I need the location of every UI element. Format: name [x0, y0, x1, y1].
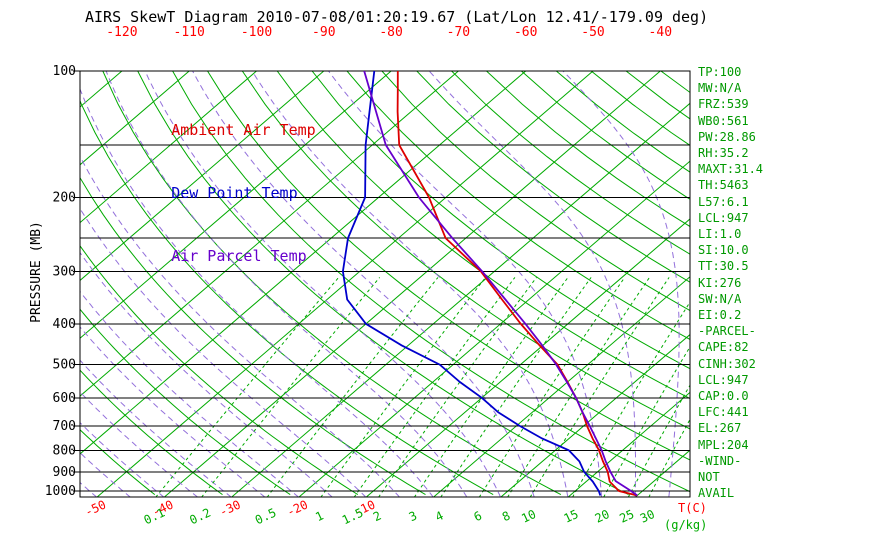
top-temp-labels: -120 -110 -100 -90 -80 -70 -60 -50 -40 — [106, 25, 672, 40]
svg-text:-70: -70 — [447, 25, 470, 40]
mixing-ratio-labels: 0.1 0.2 0.5 1 1.5 2 3 4 6 8 10 15 20 25 30 — [142, 505, 657, 527]
stats-line: NOT — [698, 470, 720, 485]
dewpoint-temp-curve — [341, 71, 602, 496]
legend: Ambient Air Temp Dew Point Temp Air Parc… — [117, 99, 316, 288]
mixing-ratio-lines — [155, 277, 690, 497]
stats-line: SW:N/A — [698, 291, 742, 306]
svg-text:-50: -50 — [83, 497, 109, 519]
stats-line: KI:276 — [698, 275, 742, 290]
svg-text:-50: -50 — [581, 25, 604, 40]
svg-text:-120: -120 — [106, 25, 137, 40]
svg-text:T(C): T(C) — [678, 501, 707, 515]
temp-unit-label: T(C) — [678, 501, 707, 515]
pressure-axis-title: PRESSURE (MB) — [29, 221, 44, 323]
isotherms — [80, 71, 690, 497]
stats-line: FRZ:539 — [698, 97, 749, 112]
svg-text:25: 25 — [617, 507, 636, 526]
pressure-tick-labels: 100 200 300 400 500 600 700 800 900 1000 — [45, 64, 76, 499]
chart-title: AIRS SkewT Diagram 2010-07-08/01:20:19.6… — [85, 8, 709, 26]
svg-text:-110: -110 — [174, 25, 205, 40]
svg-text:30: 30 — [638, 507, 657, 526]
stats-line: CAP:0.0 — [698, 389, 749, 404]
svg-text:0.5: 0.5 — [253, 505, 279, 527]
svg-text:15: 15 — [562, 507, 581, 526]
svg-text:(g/kg): (g/kg) — [664, 518, 707, 532]
svg-text:1: 1 — [313, 509, 325, 525]
svg-text:PRESSURE (MB): PRESSURE (MB) — [29, 221, 44, 323]
stats-panel: TP:100 MW:N/A FRZ:539 WB0:561 PW:28.86 RH:35.… — [698, 64, 763, 501]
stats-line: EL:267 — [698, 421, 742, 436]
svg-text:4: 4 — [433, 509, 445, 525]
svg-text:-60: -60 — [514, 25, 537, 40]
stats-line: -WIND- — [698, 453, 742, 468]
svg-text:100: 100 — [53, 64, 76, 79]
svg-text:700: 700 — [53, 419, 76, 434]
legend-ambient-air-temp: Ambient Air Temp — [117, 99, 316, 162]
legend-dew-point-temp: Dew Point Temp — [117, 162, 316, 225]
stats-line: TH:5463 — [698, 178, 749, 193]
stats-line: TP:100 — [698, 65, 742, 79]
svg-text:-30: -30 — [217, 497, 243, 519]
svg-text:-90: -90 — [312, 25, 335, 40]
stats-line: LCL:947 — [698, 210, 749, 225]
svg-text:-40: -40 — [649, 25, 672, 40]
stats-line: L57:6.1 — [698, 194, 749, 209]
svg-text:2: 2 — [371, 509, 383, 525]
svg-text:20: 20 — [593, 507, 612, 526]
svg-text:8: 8 — [500, 509, 512, 525]
stats-line: LI:1.0 — [698, 227, 742, 242]
stats-line: LFC:441 — [698, 405, 749, 420]
legend-label: Air Parcel Temp — [171, 247, 307, 265]
stats-line: WB0:561 — [698, 113, 749, 128]
stats-line: AVAIL — [698, 486, 735, 501]
parcel-temp-curve — [363, 71, 638, 497]
svg-text:600: 600 — [53, 391, 76, 406]
svg-text:800: 800 — [53, 443, 76, 458]
svg-text:300: 300 — [53, 264, 76, 279]
legend-air-parcel-temp: Air Parcel Temp — [117, 225, 316, 288]
stats-line: -PARCEL- — [698, 324, 756, 339]
svg-text:900: 900 — [53, 465, 76, 480]
svg-text:10: 10 — [519, 507, 538, 526]
svg-text:0.2: 0.2 — [187, 505, 213, 527]
moist-adiabats — [80, 71, 680, 497]
svg-text:-100: -100 — [241, 25, 272, 40]
svg-text:6: 6 — [472, 509, 484, 525]
stats-line: SI:10.0 — [698, 243, 749, 258]
svg-text:200: 200 — [53, 190, 76, 205]
stats-line: PW:28.86 — [698, 129, 756, 144]
stats-line: RH:35.2 — [698, 146, 749, 161]
stats-line: CINH:302 — [698, 356, 756, 371]
stats-line: MW:N/A — [698, 81, 742, 96]
svg-text:1000: 1000 — [45, 484, 76, 499]
svg-text:400: 400 — [53, 317, 76, 332]
stats-line: CAPE:82 — [698, 340, 749, 355]
legend-label: Ambient Air Temp — [171, 121, 316, 139]
legend-label: Dew Point Temp — [171, 184, 298, 202]
svg-text:3: 3 — [407, 509, 419, 525]
stats-line: MPL:204 — [698, 437, 749, 452]
stats-line: TT:30.5 — [698, 259, 749, 274]
plot-border — [79, 70, 691, 498]
stats-line: EI:0.2 — [698, 308, 742, 323]
stats-line: MAXT:31.4 — [698, 162, 764, 177]
svg-text:500: 500 — [53, 358, 76, 373]
svg-text:-80: -80 — [379, 25, 402, 40]
mixing-unit-label: (g/kg) — [664, 518, 707, 532]
svg-text:-20: -20 — [285, 497, 311, 519]
stats-line: LCL:947 — [698, 372, 749, 387]
bottom-temp-labels: -50 -40 -30 -20 -10 — [83, 497, 378, 519]
